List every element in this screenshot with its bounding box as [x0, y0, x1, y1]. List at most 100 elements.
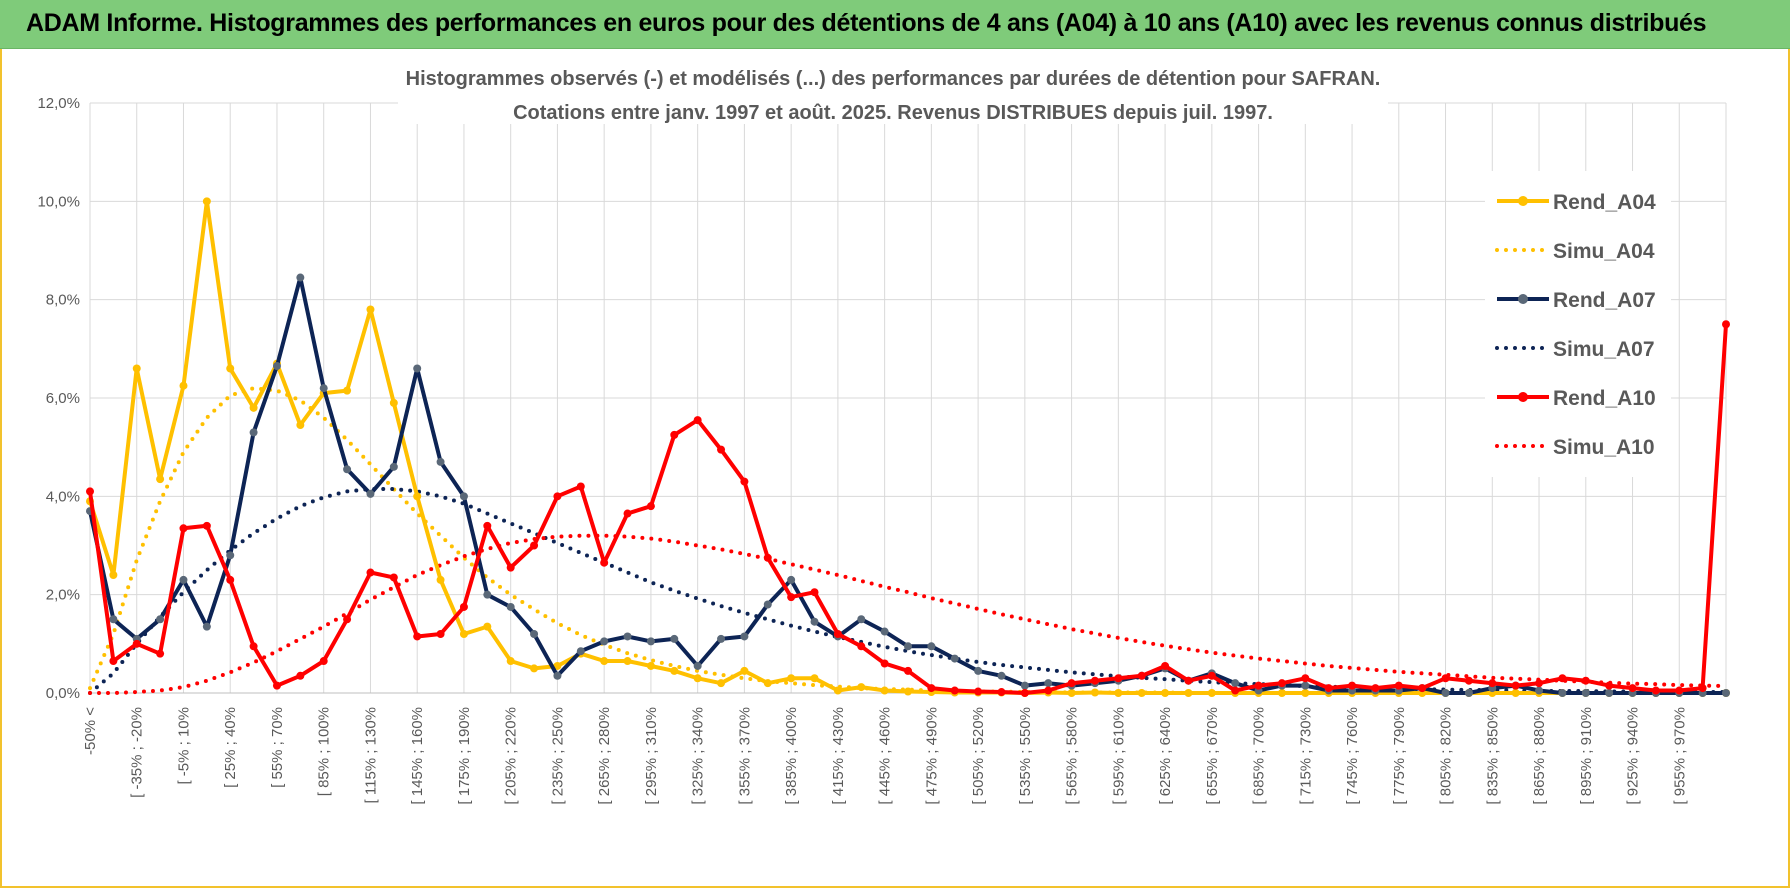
data-point-rend-a10 [1418, 684, 1427, 693]
data-point-rend-a07 [600, 637, 609, 646]
data-point-rend-a10 [1254, 681, 1263, 690]
data-point-rend-a07 [1301, 681, 1310, 690]
data-point-rend-a10 [1277, 679, 1286, 688]
data-point-rend-a10 [1371, 684, 1380, 693]
chart-title-line-2: Cotations entre janv. 1997 et août. 2025… [513, 102, 1273, 124]
data-point-rend-a07 [576, 647, 585, 656]
data-point-rend-a10 [1464, 676, 1473, 685]
data-point-rend-a10 [1324, 684, 1333, 693]
data-point-rend-a07 [787, 575, 796, 584]
data-point-rend-a04 [1137, 689, 1146, 697]
data-point-rend-a04 [226, 364, 235, 373]
data-point-rend-a04 [1067, 689, 1076, 697]
data-point-rend-a10 [1137, 671, 1146, 680]
data-point-rend-a10 [974, 687, 983, 696]
data-point-rend-a10 [389, 573, 398, 582]
data-point-rend-a10 [1348, 681, 1357, 690]
data-point-rend-a04 [1184, 689, 1193, 697]
data-point-rend-a10 [576, 482, 585, 491]
data-point-rend-a10 [1722, 320, 1730, 329]
data-point-rend-a10 [296, 671, 305, 680]
data-point-rend-a07 [366, 489, 375, 498]
data-point-rend-a04 [763, 679, 772, 688]
data-point-rend-a07 [810, 617, 819, 626]
legend-marker-rend-a04 [1518, 196, 1528, 206]
data-point-rend-a04 [109, 571, 118, 579]
legend-label-simu-a07: Simu_A07 [1553, 338, 1655, 361]
data-point-rend-a04 [623, 657, 632, 666]
y-tick-label: 4,0% [46, 488, 80, 505]
y-tick-label: 0,0% [46, 685, 80, 702]
x-tick-label: [ 625% ; 640% [1157, 707, 1174, 805]
y-tick-label: 6,0% [46, 390, 80, 407]
x-tick-label: -50% < [82, 707, 99, 755]
data-point-rend-a04 [506, 657, 515, 666]
x-tick-label: [ 715% ; 730% [1297, 707, 1314, 805]
data-point-rend-a10 [670, 430, 679, 439]
x-tick-label: [ 85% ; 100% [316, 707, 333, 796]
x-tick-label: [ -5% ; 10% [175, 707, 192, 785]
data-point-rend-a07 [296, 273, 305, 282]
data-point-rend-a07 [1231, 679, 1240, 688]
page-title: ADAM Informe. Histogrammes des performan… [26, 9, 1707, 37]
data-point-rend-a10 [436, 630, 445, 638]
series-line-rend-a07 [88, 275, 1726, 695]
data-point-rend-a10 [880, 659, 889, 668]
data-point-rend-a04 [436, 575, 445, 584]
data-point-rend-a04 [249, 403, 258, 412]
x-tick-label: [ 685% ; 700% [1251, 707, 1268, 805]
data-point-rend-a04 [530, 664, 539, 673]
data-point-rend-a04 [833, 686, 842, 695]
data-point-rend-a07 [1020, 681, 1029, 690]
data-point-rend-a04 [553, 661, 562, 670]
data-point-rend-a04 [483, 622, 492, 631]
y-tick-label: 10,0% [37, 193, 80, 210]
data-point-rend-a04 [693, 674, 702, 683]
legend-label-simu-a04: Simu_A04 [1553, 240, 1655, 263]
data-point-rend-a10 [86, 487, 94, 496]
legend-label-rend-a10: Rend_A10 [1553, 387, 1656, 410]
data-point-rend-a10 [1558, 674, 1567, 683]
data-point-rend-a10 [506, 563, 515, 572]
data-point-rend-a07 [1605, 689, 1614, 697]
data-point-rend-a07 [179, 575, 188, 584]
data-point-rend-a10 [1605, 681, 1614, 690]
x-tick-label: [ 25% ; 40% [222, 707, 239, 788]
data-point-rend-a07 [693, 661, 702, 670]
x-tick-label: [ 115% ; 130% [362, 707, 379, 803]
x-tick-label: [ 445% ; 460% [877, 707, 894, 805]
data-point-rend-a10 [1651, 686, 1660, 695]
data-point-rend-a10 [787, 593, 796, 602]
data-point-rend-a10 [1675, 686, 1684, 695]
data-point-rend-a07 [202, 622, 211, 631]
x-tick-label: [ 325% ; 340% [690, 707, 707, 805]
data-point-rend-a04 [366, 305, 375, 314]
data-point-rend-a04 [646, 661, 655, 670]
data-point-rend-a04 [787, 674, 796, 683]
data-point-rend-a07 [997, 671, 1006, 680]
data-point-rend-a10 [109, 657, 118, 666]
series-line-rend-a10 [88, 324, 1728, 695]
legend: Rend_A04 Simu_A04 Rend_A07 Simu_A07 Rend_A10… [1485, 171, 1671, 477]
data-point-rend-a10 [997, 688, 1006, 697]
data-point-rend-a10 [226, 575, 235, 584]
data-point-rend-a04 [413, 492, 422, 501]
data-point-rend-a10 [717, 445, 726, 454]
grid [89, 102, 1727, 694]
data-point-rend-a04 [600, 657, 609, 666]
data-point-rend-a10 [1511, 681, 1520, 690]
data-point-rend-a10 [763, 553, 772, 562]
data-point-rend-a07 [1722, 689, 1730, 697]
data-point-rend-a10 [1161, 661, 1170, 670]
data-point-rend-a07 [904, 642, 912, 651]
data-point-rend-a10 [179, 524, 188, 533]
data-point-rend-a07 [156, 615, 165, 624]
data-point-rend-a10 [857, 642, 866, 651]
x-tick-label: [ 175% ; 190% [456, 707, 473, 805]
data-point-rend-a07 [1581, 689, 1590, 697]
data-point-rend-a10 [530, 541, 539, 550]
data-point-rend-a07 [249, 428, 258, 437]
x-tick-label: [ 955% ; 970% [1671, 707, 1688, 805]
data-point-rend-a07 [343, 465, 352, 474]
data-point-rend-a04 [717, 679, 726, 688]
